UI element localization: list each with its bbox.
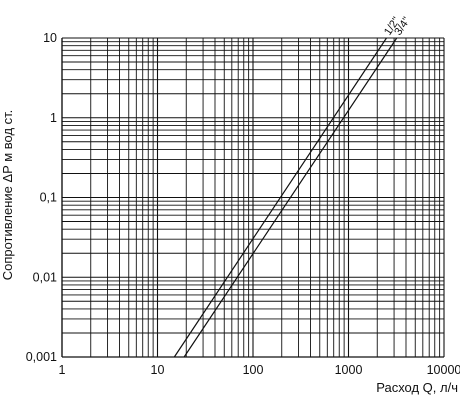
grid bbox=[61, 37, 445, 358]
x-tick-label: 10 bbox=[151, 363, 165, 377]
y-axis-ticks: 0,001 0,01 0,1 1 10 bbox=[26, 31, 57, 364]
y-tick-label: 1 bbox=[50, 111, 57, 125]
x-tick-label: 1000 bbox=[335, 363, 363, 377]
series-line bbox=[183, 37, 398, 358]
series-lines bbox=[173, 37, 398, 358]
y-tick-label: 0,1 bbox=[40, 191, 57, 205]
series-line bbox=[173, 37, 387, 358]
x-axis-ticks: 1 10 100 1000 10000 bbox=[59, 363, 460, 377]
x-tick-label: 100 bbox=[243, 363, 264, 377]
x-tick-label: 1 bbox=[59, 363, 66, 377]
y-tick-label: 0,001 bbox=[26, 350, 57, 364]
y-axis-title: Сопротивление ΔP м вод ст. bbox=[0, 110, 15, 281]
y-tick-label: 0,01 bbox=[33, 270, 57, 284]
x-tick-label: 10000 bbox=[427, 363, 460, 377]
x-axis-title: Расход Q, л/ч bbox=[376, 380, 458, 395]
y-tick-label: 10 bbox=[43, 31, 57, 45]
series-labels: 1/2"3/4" bbox=[382, 15, 413, 38]
